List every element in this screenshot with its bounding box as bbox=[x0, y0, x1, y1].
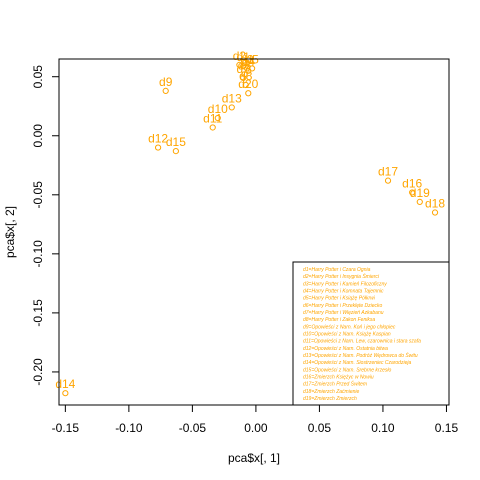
legend-entry: d7=Harry Potter i Więzień Azkabanu bbox=[303, 310, 384, 316]
x-tick-label: -0.05 bbox=[179, 421, 207, 435]
point-label-d19: d19 bbox=[410, 186, 430, 200]
data-point-d15 bbox=[172, 148, 179, 155]
legend-entry: d8=Harry Potter i Zakon Feniksa bbox=[303, 317, 375, 323]
point-label-d20: d20 bbox=[238, 77, 258, 91]
data-point-d19 bbox=[416, 198, 423, 205]
data-point-d7 bbox=[240, 74, 247, 81]
legend-entry: d15=Opowieści z Narn. Srebrne krzesło bbox=[303, 367, 391, 373]
point-label-d17: d17 bbox=[378, 165, 398, 179]
point-label-d11: d11 bbox=[203, 111, 222, 125]
legend-entry: d6=Harry Potter i Przeklęte Dziecko bbox=[303, 303, 383, 309]
point-label-d10: d10 bbox=[208, 102, 228, 116]
legend-entry: d17=Zmierzch Przed Świtem bbox=[303, 381, 367, 388]
y-tick-label: -0.15 bbox=[31, 299, 45, 327]
legend-entry: d11=Opowieści z Narn. Lew, czarownica i … bbox=[303, 339, 421, 345]
x-tick-label: 0.15 bbox=[435, 421, 459, 435]
point-label-d9: d9 bbox=[159, 75, 173, 89]
y-tick-label: -0.10 bbox=[31, 240, 45, 268]
data-point-d12 bbox=[154, 144, 162, 151]
point-label-d15: d15 bbox=[166, 135, 186, 149]
point-label-d7: d7 bbox=[237, 62, 251, 76]
data-point-d2 bbox=[236, 61, 243, 69]
legend-entry: d10=Opowieści z Narn. Książę Kaspian bbox=[303, 332, 391, 338]
legend-entry: d18=Zmierzch Zaćmienie bbox=[303, 389, 359, 395]
x-tick-label: -0.15 bbox=[52, 421, 80, 435]
x-tick-label: -0.10 bbox=[115, 421, 143, 435]
point-label-d18: d18 bbox=[425, 197, 445, 211]
x-tick-label: 0.00 bbox=[244, 421, 268, 435]
y-tick-label: -0.20 bbox=[31, 358, 45, 386]
data-point-d6 bbox=[241, 71, 248, 78]
legend-entry: d12=Opowieści z Narn. Ostatnia bitwa bbox=[303, 346, 388, 352]
legend-entry: d3=Harry Potter i Kamień Filozoficzny bbox=[303, 281, 387, 287]
data-point-d8 bbox=[242, 81, 249, 89]
point-label-d1: d1 bbox=[237, 50, 251, 64]
x-tick-label: 0.05 bbox=[308, 421, 332, 435]
point-label-d6: d6 bbox=[238, 58, 252, 72]
legend-entry: d4=Harry Potter i Komnata Tajemnic bbox=[303, 289, 384, 295]
legend-entry: d9=Opowieści z Narn. Koń i jego chłopiec bbox=[303, 324, 396, 330]
data-point-d11 bbox=[209, 124, 216, 131]
point-label-d16: d16 bbox=[402, 176, 422, 190]
data-point-d9 bbox=[162, 87, 169, 94]
data-point-d16 bbox=[409, 189, 416, 196]
x-tick-label: 0.10 bbox=[371, 421, 395, 435]
data-point-d5 bbox=[248, 65, 256, 72]
legend-box bbox=[292, 261, 450, 406]
data-point-d10 bbox=[214, 114, 221, 122]
point-label-d12: d12 bbox=[148, 132, 168, 146]
x-axis: -0.15 -0.10 -0.05 0.00 0.05 0.10 0.15 bbox=[52, 404, 459, 435]
points-layer: d1d2d3d4d5d6d7d8d9d10d11d12d13d14d15d16d… bbox=[55, 49, 445, 397]
legend-entry: d13=Opowieści z Narn. Podróż Wędrowca do… bbox=[303, 352, 418, 359]
y-tick-label: -0.05 bbox=[31, 181, 45, 209]
y-tick-label: 0.00 bbox=[31, 124, 45, 148]
y-tick-label: 0.05 bbox=[31, 65, 45, 89]
legend-entry: d19=Zmierzch Zmierzch bbox=[303, 396, 357, 402]
point-label-d4: d4 bbox=[242, 55, 256, 69]
legend-entry: d2=Harry Potter i Insygnia Śmierci bbox=[303, 273, 380, 280]
data-point-d17 bbox=[384, 177, 392, 184]
point-label-d13: d13 bbox=[222, 91, 242, 105]
point-label-d8: d8 bbox=[239, 69, 253, 83]
data-point-d13 bbox=[228, 104, 235, 111]
x-axis-label: pca$x[, 1] bbox=[228, 451, 280, 465]
y-axis: 0.05 0.00 -0.05 -0.10 -0.15 -0.20 bbox=[31, 65, 60, 386]
legend-entry: d14=Opowieści z Narn. Siostrzeniec Czaro… bbox=[303, 360, 411, 366]
data-point-d14 bbox=[62, 390, 69, 397]
data-point-d18 bbox=[431, 209, 439, 216]
legend-entry: d1=Harry Potter i Czara Ognia bbox=[303, 267, 371, 273]
data-point-d20 bbox=[245, 90, 252, 97]
legend-entry: d5=Harry Potter i Książę Półkrwi bbox=[303, 296, 376, 302]
y-axis-label: pca$x[, 2] bbox=[3, 206, 17, 258]
legend-entry: d16=Zmierzch Księżyc w Nowiu bbox=[303, 375, 374, 381]
point-label-d14: d14 bbox=[55, 377, 75, 391]
